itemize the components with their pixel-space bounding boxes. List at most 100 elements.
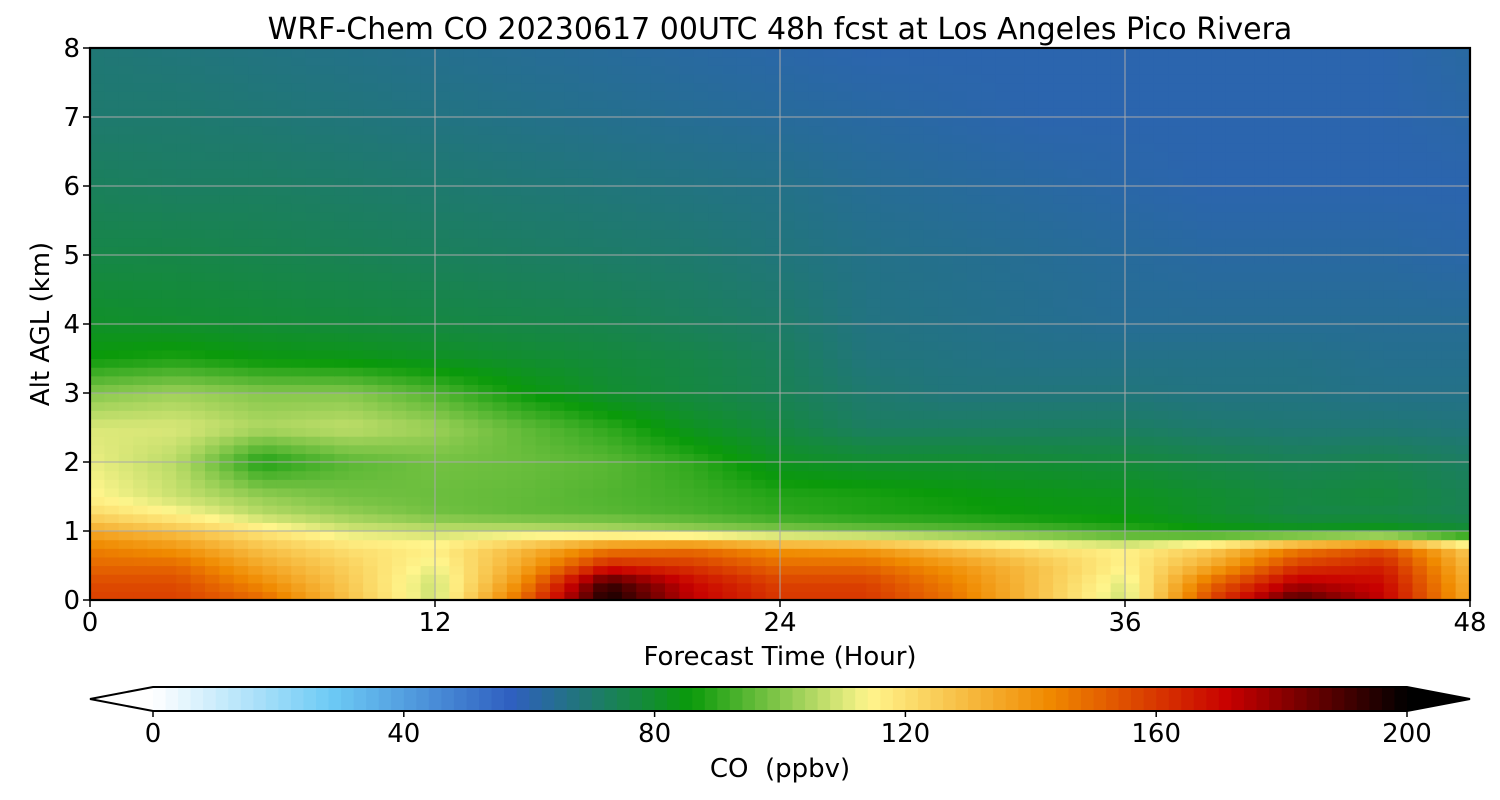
heatmap-cell [1340,298,1356,308]
heatmap-cell [1081,401,1097,411]
heatmap-cell [305,367,321,377]
heatmap-cell [650,582,666,592]
heatmap-cell [722,487,738,498]
heatmap-cell [693,470,709,480]
heatmap-cell [176,427,192,437]
heatmap-cell [880,496,896,506]
heatmap-cell [521,306,537,316]
heatmap-cell [478,453,494,463]
heatmap-cell [636,531,652,541]
heatmap-cell [118,522,134,532]
heatmap-cell [1168,436,1184,446]
heatmap-cell [406,444,422,454]
heatmap-cell [1125,539,1140,549]
heatmap-cell [952,582,968,592]
heatmap-cell [1340,427,1356,437]
heatmap-cell [1283,479,1299,489]
heatmap-cell [736,565,752,575]
heatmap-cell [621,384,637,394]
heatmap-cell [780,194,795,204]
heatmap-cell [851,375,867,385]
heatmap-cell [176,591,192,601]
heatmap-cell [923,211,939,222]
heatmap-cell [1383,220,1399,230]
heatmap-cell [363,349,379,360]
heatmap-cell [736,539,752,549]
heatmap-cell [391,401,407,411]
heatmap-cell [1024,367,1040,377]
heatmap-cell [176,522,192,532]
heatmap-cell [1168,479,1184,489]
heatmap-cell [607,177,623,187]
heatmap-cell [708,556,724,567]
heatmap-cell [693,565,709,575]
heatmap-cell [780,280,795,291]
heatmap-cell [219,487,235,498]
heatmap-cell [1326,298,1342,308]
heatmap-cell [1024,401,1040,411]
heatmap-cell [665,479,680,489]
heatmap-cell [621,574,637,584]
heatmap-cell [320,280,335,291]
heatmap-cell [320,410,335,420]
heatmap-cell [176,272,192,282]
heatmap-cell [492,384,508,394]
heatmap-cell [665,401,680,411]
heatmap-cell [176,160,192,170]
heatmap-cell [161,539,177,549]
heatmap-cell [90,203,105,213]
heatmap-cell [938,272,954,282]
heatmap-cell [133,548,149,558]
heatmap-cell [909,556,925,567]
heatmap-cell [851,401,867,411]
heatmap-cell [1211,531,1227,541]
heatmap-cell [1398,349,1414,360]
heatmap-cell [1283,272,1299,282]
heatmap-cell [190,522,206,532]
heatmap-cell [219,367,235,377]
heatmap-cell [966,393,982,403]
heatmap-cell [1096,496,1112,506]
heatmap-cell [823,367,839,377]
heatmap-cell [880,582,896,592]
heatmap-cell [593,332,609,342]
heatmap-cell [550,565,565,575]
heatmap-cell [118,401,134,411]
heatmap-cell [1268,479,1284,489]
heatmap-cell [1110,341,1126,351]
heatmap-cell [205,522,220,532]
heatmap-cell [492,539,508,549]
heatmap-cell [679,186,695,196]
heatmap-cell [1311,203,1327,213]
heatmap-cell [722,427,738,437]
heatmap-cell [995,255,1011,265]
heatmap-cell [693,203,709,213]
heatmap-cell [952,332,968,342]
heatmap-cell [607,401,623,411]
heatmap-cell [722,203,738,213]
heatmap-cell [966,324,982,334]
heatmap-cell [751,384,767,394]
heatmap-cell [1412,410,1428,420]
heatmap-cell [161,246,177,256]
heatmap-cell [1326,246,1342,256]
heatmap-cell [420,556,436,567]
heatmap-cell [564,556,580,567]
heatmap-cell [938,186,954,196]
heatmap-cell [1038,522,1054,532]
heatmap-cell [348,298,364,308]
heatmap-cell [1182,289,1198,299]
heatmap-cell [1426,427,1442,437]
heatmap-cell [1010,487,1025,498]
heatmap-cell [851,565,867,575]
heatmap-cell [1125,306,1140,316]
heatmap-cell [521,487,537,498]
heatmap-cell [981,341,997,351]
heatmap-cell [1355,220,1370,230]
heatmap-cell [535,470,551,480]
heatmap-cell [1067,582,1083,592]
heatmap-cell [1153,246,1169,256]
heatmap-cell [1010,505,1025,515]
heatmap-cell [636,203,652,213]
heatmap-cell [708,203,724,213]
